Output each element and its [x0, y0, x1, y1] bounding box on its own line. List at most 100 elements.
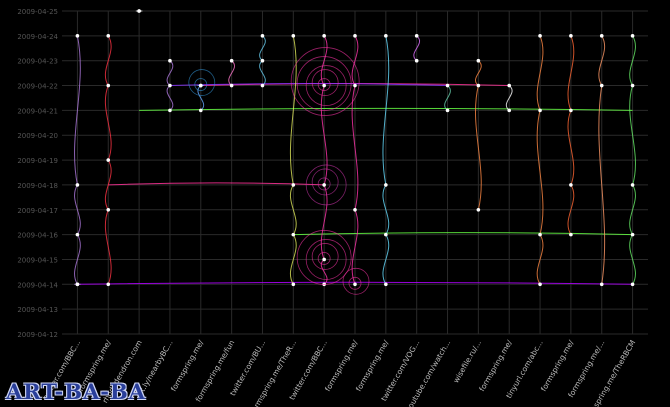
series-line: [598, 35, 606, 285]
y-tick-label: 2009-04-17: [17, 207, 58, 215]
data-point: [569, 34, 573, 38]
series-line: [444, 85, 451, 111]
y-tick-label: 2009-04-21: [17, 107, 58, 115]
data-point: [630, 183, 635, 187]
y-tick-label: 2009-04-15: [17, 256, 58, 264]
data-point: [260, 58, 265, 63]
loop-circle: [311, 243, 339, 270]
y-tick-label: 2009-04-25: [17, 8, 58, 16]
data-point: [507, 83, 512, 88]
series-line: [382, 35, 390, 285]
data-point: [630, 34, 635, 38]
loop-circle: [188, 69, 216, 96]
series-line: [567, 35, 575, 235]
y-tick-label: 2009-04-19: [17, 157, 58, 165]
data-point: [414, 34, 419, 38]
data-point: [538, 232, 542, 237]
data-point: [384, 232, 388, 237]
series-line: [289, 35, 297, 285]
series-line: [228, 60, 235, 86]
y-tick-label: 2009-04-16: [17, 232, 58, 240]
data-point: [106, 282, 111, 287]
data-point: [384, 282, 388, 287]
data-point: [229, 83, 234, 88]
data-point: [476, 58, 481, 63]
data-point: [599, 282, 604, 287]
y-tick-label: 2009-04-23: [17, 58, 58, 66]
link-line: [77, 281, 633, 285]
data-point: [322, 183, 326, 187]
data-point: [569, 108, 573, 113]
data-point: [106, 34, 111, 38]
y-tick-label: 2009-04-12: [17, 331, 58, 339]
y-tick-label: 2009-04-13: [17, 306, 58, 314]
loop-circle: [317, 78, 331, 91]
logo-text: ART-BA-BA: [6, 379, 147, 404]
series-line: [351, 35, 359, 285]
loop-circle: [305, 164, 347, 206]
data-point: [260, 34, 265, 38]
link-line: [169, 83, 448, 87]
data-point: [75, 282, 80, 287]
data-point: [414, 58, 419, 63]
loop-circle: [317, 177, 331, 191]
data-point: [322, 257, 326, 262]
data-point: [384, 183, 388, 187]
loop-circle: [305, 65, 347, 106]
data-point: [445, 83, 450, 88]
series-line: [475, 60, 482, 210]
data-point: [599, 83, 604, 88]
data-point: [353, 34, 357, 38]
data-point: [538, 34, 542, 38]
y-tick-label: 2009-04-24: [17, 33, 58, 41]
data-point: [507, 108, 512, 113]
data-point: [75, 232, 80, 237]
data-point: [291, 34, 296, 38]
data-point: [599, 34, 604, 38]
loop-circle: [194, 78, 208, 91]
data-point: [322, 83, 326, 88]
loop-circle: [296, 230, 352, 285]
y-tick-label: 2009-04-22: [17, 83, 58, 91]
data-point: [630, 232, 635, 237]
data-point: [630, 282, 635, 287]
link-line: [108, 182, 325, 186]
data-point: [75, 34, 80, 38]
data-point: [291, 183, 296, 187]
y-tick-label: 2009-04-14: [17, 281, 58, 289]
data-point: [384, 34, 388, 38]
loop-circle: [342, 267, 370, 295]
data-point: [630, 83, 635, 88]
data-point: [137, 9, 141, 13]
y-tick-label: 2009-04-20: [17, 132, 58, 140]
data-point: [291, 282, 296, 287]
data-point: [353, 207, 357, 212]
data-point: [538, 282, 542, 287]
link-line: [293, 232, 633, 236]
data-point: [538, 108, 542, 113]
data-point: [476, 83, 481, 88]
data-point: [476, 207, 481, 212]
data-point: [168, 108, 172, 113]
data-point: [106, 207, 111, 212]
data-point: [260, 83, 265, 88]
loop-circle: [311, 168, 339, 196]
data-point: [106, 158, 111, 162]
data-point: [229, 58, 234, 63]
data-point: [106, 83, 111, 88]
data-point: [198, 83, 203, 88]
data-point: [168, 58, 172, 63]
series-line: [536, 35, 544, 285]
loop-circle: [317, 252, 331, 265]
data-point: [569, 232, 573, 237]
loop-circle: [296, 56, 352, 111]
data-point: [353, 83, 357, 88]
series-line: [413, 35, 420, 62]
data-point: [353, 282, 357, 287]
data-point: [445, 108, 450, 113]
data-point: [291, 232, 296, 237]
loop-circle: [348, 276, 362, 290]
data-point: [75, 183, 80, 187]
data-point: [198, 108, 203, 113]
data-point: [569, 183, 573, 187]
